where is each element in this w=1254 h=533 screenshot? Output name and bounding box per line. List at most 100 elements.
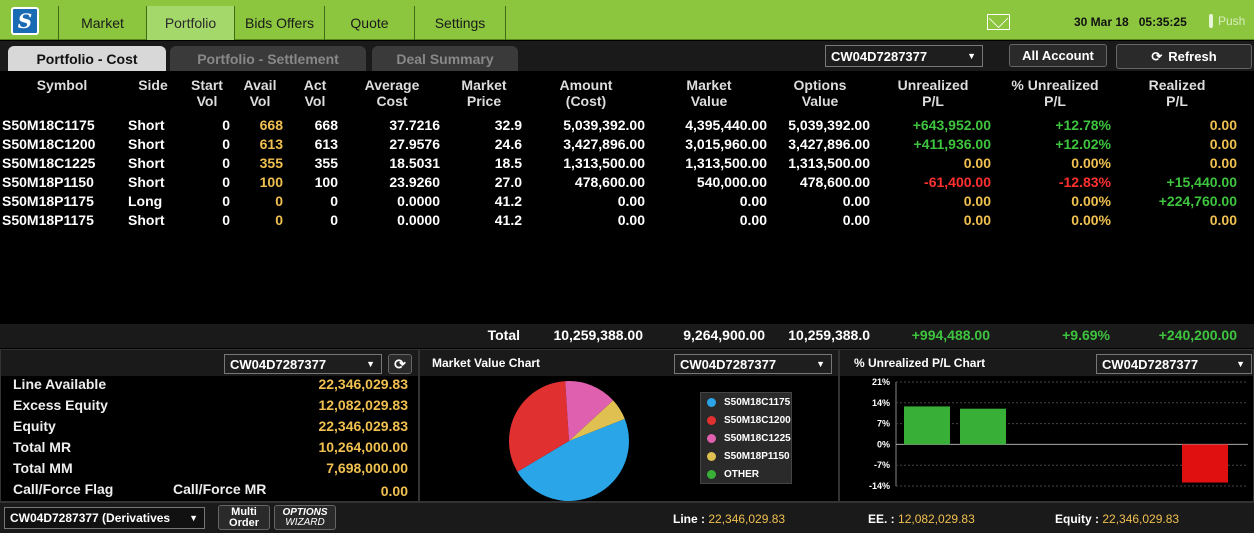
- column-header[interactable]: Realized P/L: [1117, 77, 1237, 109]
- column-header-line: Act: [303, 77, 327, 93]
- equity-status-value: 22,346,029.83: [1102, 512, 1180, 526]
- account-summary-label: Line Available: [13, 376, 107, 392]
- options-wizard-label-1: OPTIONS: [282, 506, 328, 518]
- tab-portfolio-cost[interactable]: Portfolio - Cost: [8, 46, 166, 71]
- cell-upl: 0.00: [963, 212, 991, 228]
- column-header[interactable]: Avail Vol: [200, 77, 320, 109]
- app-logo[interactable]: S: [11, 7, 39, 35]
- multi-order-button[interactable]: Multi Order: [218, 505, 270, 530]
- legend-item[interactable]: S50M18C1200: [707, 415, 791, 426]
- market-value-chart-select[interactable]: CW04D7287377 ▼: [674, 354, 832, 374]
- total-pct-unrealized-pl: +9.69%: [1062, 327, 1110, 343]
- mail-icon[interactable]: [987, 14, 1010, 30]
- account-select[interactable]: CW04D7287377 ▼: [825, 45, 983, 67]
- account-derivatives-select[interactable]: CW04D7287377 (Derivatives ▼: [4, 507, 205, 529]
- cell-rpl: +15,440.00: [1166, 174, 1237, 190]
- cell-ov: 5,039,392.00: [788, 117, 870, 133]
- pie-slice-s50m18p1150[interactable]: [569, 400, 625, 441]
- equity-status-label: Equity :: [1055, 512, 1103, 526]
- chevron-down-icon: ▼: [816, 359, 825, 369]
- column-header-line: Market: [686, 77, 732, 93]
- cell-avail: 0: [275, 193, 283, 209]
- cell-start: 0: [222, 117, 230, 133]
- pie-slice-s50m18c1225[interactable]: [565, 381, 614, 441]
- column-header[interactable]: Average Cost: [332, 77, 452, 109]
- cell-upl: -61,400.00: [924, 174, 991, 190]
- column-header[interactable]: Start Vol: [147, 77, 267, 109]
- cell-price: 24.6: [494, 136, 522, 152]
- cell-amount: 3,427,896.00: [563, 136, 645, 152]
- column-header-line: Vol: [249, 93, 271, 109]
- cell-start: 0: [222, 174, 230, 190]
- column-header[interactable]: % Unrealized P/L: [995, 77, 1115, 109]
- tab-portfolio-settlement[interactable]: Portfolio - Settlement: [170, 46, 366, 71]
- cell-avail: 613: [259, 136, 283, 152]
- tab-deal-summary[interactable]: Deal Summary: [372, 46, 518, 71]
- cell-side: Short: [128, 174, 165, 190]
- legend-item[interactable]: S50M18C1175: [707, 397, 790, 408]
- push-label[interactable]: Push: [1218, 14, 1246, 28]
- column-header-line: P/L: [1166, 93, 1188, 109]
- column-header[interactable]: Act Vol: [255, 77, 375, 109]
- cell-pupl: 0.00%: [1071, 212, 1111, 228]
- column-header-line: (Cost): [565, 93, 607, 109]
- legend-item[interactable]: S50M18C1225: [707, 433, 791, 444]
- cell-ov: 478,600.00: [799, 174, 870, 190]
- column-header-line: Start: [191, 77, 223, 93]
- bottom-panels: CW04D7287377 ▼ ⟳ Line Available 22,346,02…: [0, 349, 1254, 502]
- column-header[interactable]: Unrealized P/L: [873, 77, 993, 109]
- cell-amount: 0.00: [617, 212, 645, 228]
- pie-slice-s50m18c1200[interactable]: [509, 381, 569, 472]
- table-total-row: Total 10,259,388.00 9,264,900.00 10,259,…: [0, 324, 1254, 348]
- bar-s50m18p1150[interactable]: [1182, 444, 1228, 483]
- nav-tab-bids-offers[interactable]: Bids Offers: [234, 6, 324, 40]
- account-select-value: CW04D7287377: [831, 48, 928, 64]
- legend-swatch: [707, 398, 716, 407]
- bar-s50m18c1175[interactable]: [904, 406, 950, 445]
- status-bar: CW04D7287377 (Derivatives ▼ Multi Order …: [0, 502, 1254, 533]
- cell-upl: 0.00: [963, 155, 991, 171]
- cell-mv: 1,313,500.00: [685, 155, 767, 171]
- pie-slice-s50m18c1175[interactable]: [517, 418, 629, 502]
- column-header[interactable]: Market Value: [649, 77, 769, 109]
- bar-s50m18c1200[interactable]: [960, 408, 1006, 445]
- y-tick-label: 7%: [877, 419, 890, 429]
- column-header[interactable]: Side: [93, 77, 213, 93]
- ee-status: EE. : 12,082,029.83: [868, 512, 975, 526]
- cell-side: Short: [128, 155, 165, 171]
- cell-rpl: 0.00: [1209, 117, 1237, 133]
- nav-tab-quote[interactable]: Quote: [324, 6, 414, 40]
- all-account-button[interactable]: All Account: [1009, 44, 1107, 67]
- account-summary-label: Equity: [13, 418, 56, 434]
- market-value-chart-select-value: CW04D7287377: [680, 356, 777, 372]
- column-header[interactable]: Symbol: [2, 77, 122, 93]
- options-wizard-button[interactable]: OPTIONS WIZARD: [274, 505, 336, 530]
- nav-tab-settings[interactable]: Settings: [414, 6, 506, 40]
- cell-side: Short: [128, 136, 165, 152]
- push-toggle-icon[interactable]: [1209, 14, 1213, 28]
- cell-price: 32.9: [494, 117, 522, 133]
- cell-symbol: S50M18P1175: [2, 193, 94, 209]
- legend-item[interactable]: OTHER: [707, 469, 759, 480]
- column-header[interactable]: Amount (Cost): [526, 77, 646, 109]
- nav-tab-portfolio[interactable]: Portfolio: [146, 6, 234, 40]
- account-summary-select[interactable]: CW04D7287377 ▼: [224, 354, 382, 374]
- column-header[interactable]: Options Value: [760, 77, 880, 109]
- account-summary-refresh-icon[interactable]: ⟳: [388, 354, 412, 374]
- y-tick-label: -14%: [869, 481, 890, 491]
- cell-pupl: 0.00%: [1071, 155, 1111, 171]
- cell-side: Long: [128, 193, 163, 209]
- total-realized-pl: +240,200.00: [1158, 327, 1237, 343]
- chevron-down-icon: ▼: [366, 359, 375, 369]
- account-summary-label: Excess Equity: [13, 397, 108, 413]
- legend-item[interactable]: S50M18P1150: [707, 451, 790, 462]
- options-wizard-label-2: WIZARD: [285, 516, 325, 528]
- refresh-button[interactable]: ⟳ Refresh: [1116, 44, 1252, 69]
- cell-ov: 1,313,500.00: [788, 155, 870, 171]
- nav-tab-market[interactable]: Market: [58, 6, 146, 40]
- column-header[interactable]: Market Price: [424, 77, 544, 109]
- clock: 30 Mar 18 05:35:25: [1074, 15, 1187, 29]
- legend-swatch: [707, 452, 716, 461]
- unrealized-pl-chart-select[interactable]: CW04D7287377 ▼: [1096, 354, 1252, 374]
- cell-rpl: 0.00: [1209, 212, 1237, 228]
